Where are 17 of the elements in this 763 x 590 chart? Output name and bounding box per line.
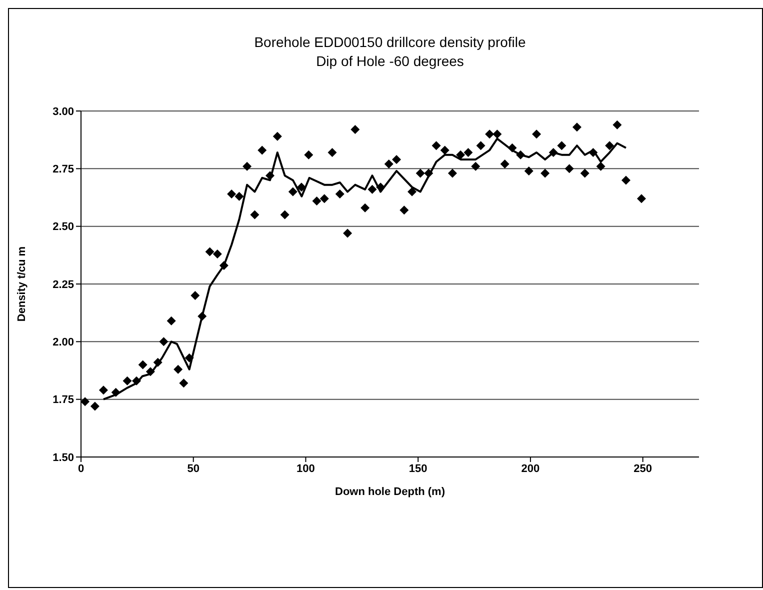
chart-title: Borehole EDD00150 drillcore density profile — [253, 33, 527, 52]
x-tick-label: 50 — [187, 462, 200, 475]
x-tick-label: 0 — [78, 462, 84, 475]
x-tick-label: 200 — [521, 462, 540, 475]
y-tick-label: 1.50 — [52, 452, 74, 464]
y-tick-label: 2.50 — [52, 221, 74, 234]
y-tick-label: 1.75 — [52, 394, 74, 406]
x-axis-title: Down hole Depth (m) — [335, 486, 446, 498]
y-tick-label: 2.25 — [52, 278, 74, 291]
x-tick-label: 250 — [634, 462, 652, 475]
y-tick-label: 2.00 — [52, 336, 74, 349]
y-axis-title: Density t/cu m — [16, 246, 28, 322]
y-tick-label: 3.00 — [52, 106, 74, 118]
x-tick-label: 100 — [296, 462, 315, 475]
x-tick-label: 150 — [408, 462, 428, 475]
y-tick-label: 2.75 — [52, 164, 74, 176]
chart-subtitle: Dip of Hole -60 degrees — [315, 52, 465, 71]
